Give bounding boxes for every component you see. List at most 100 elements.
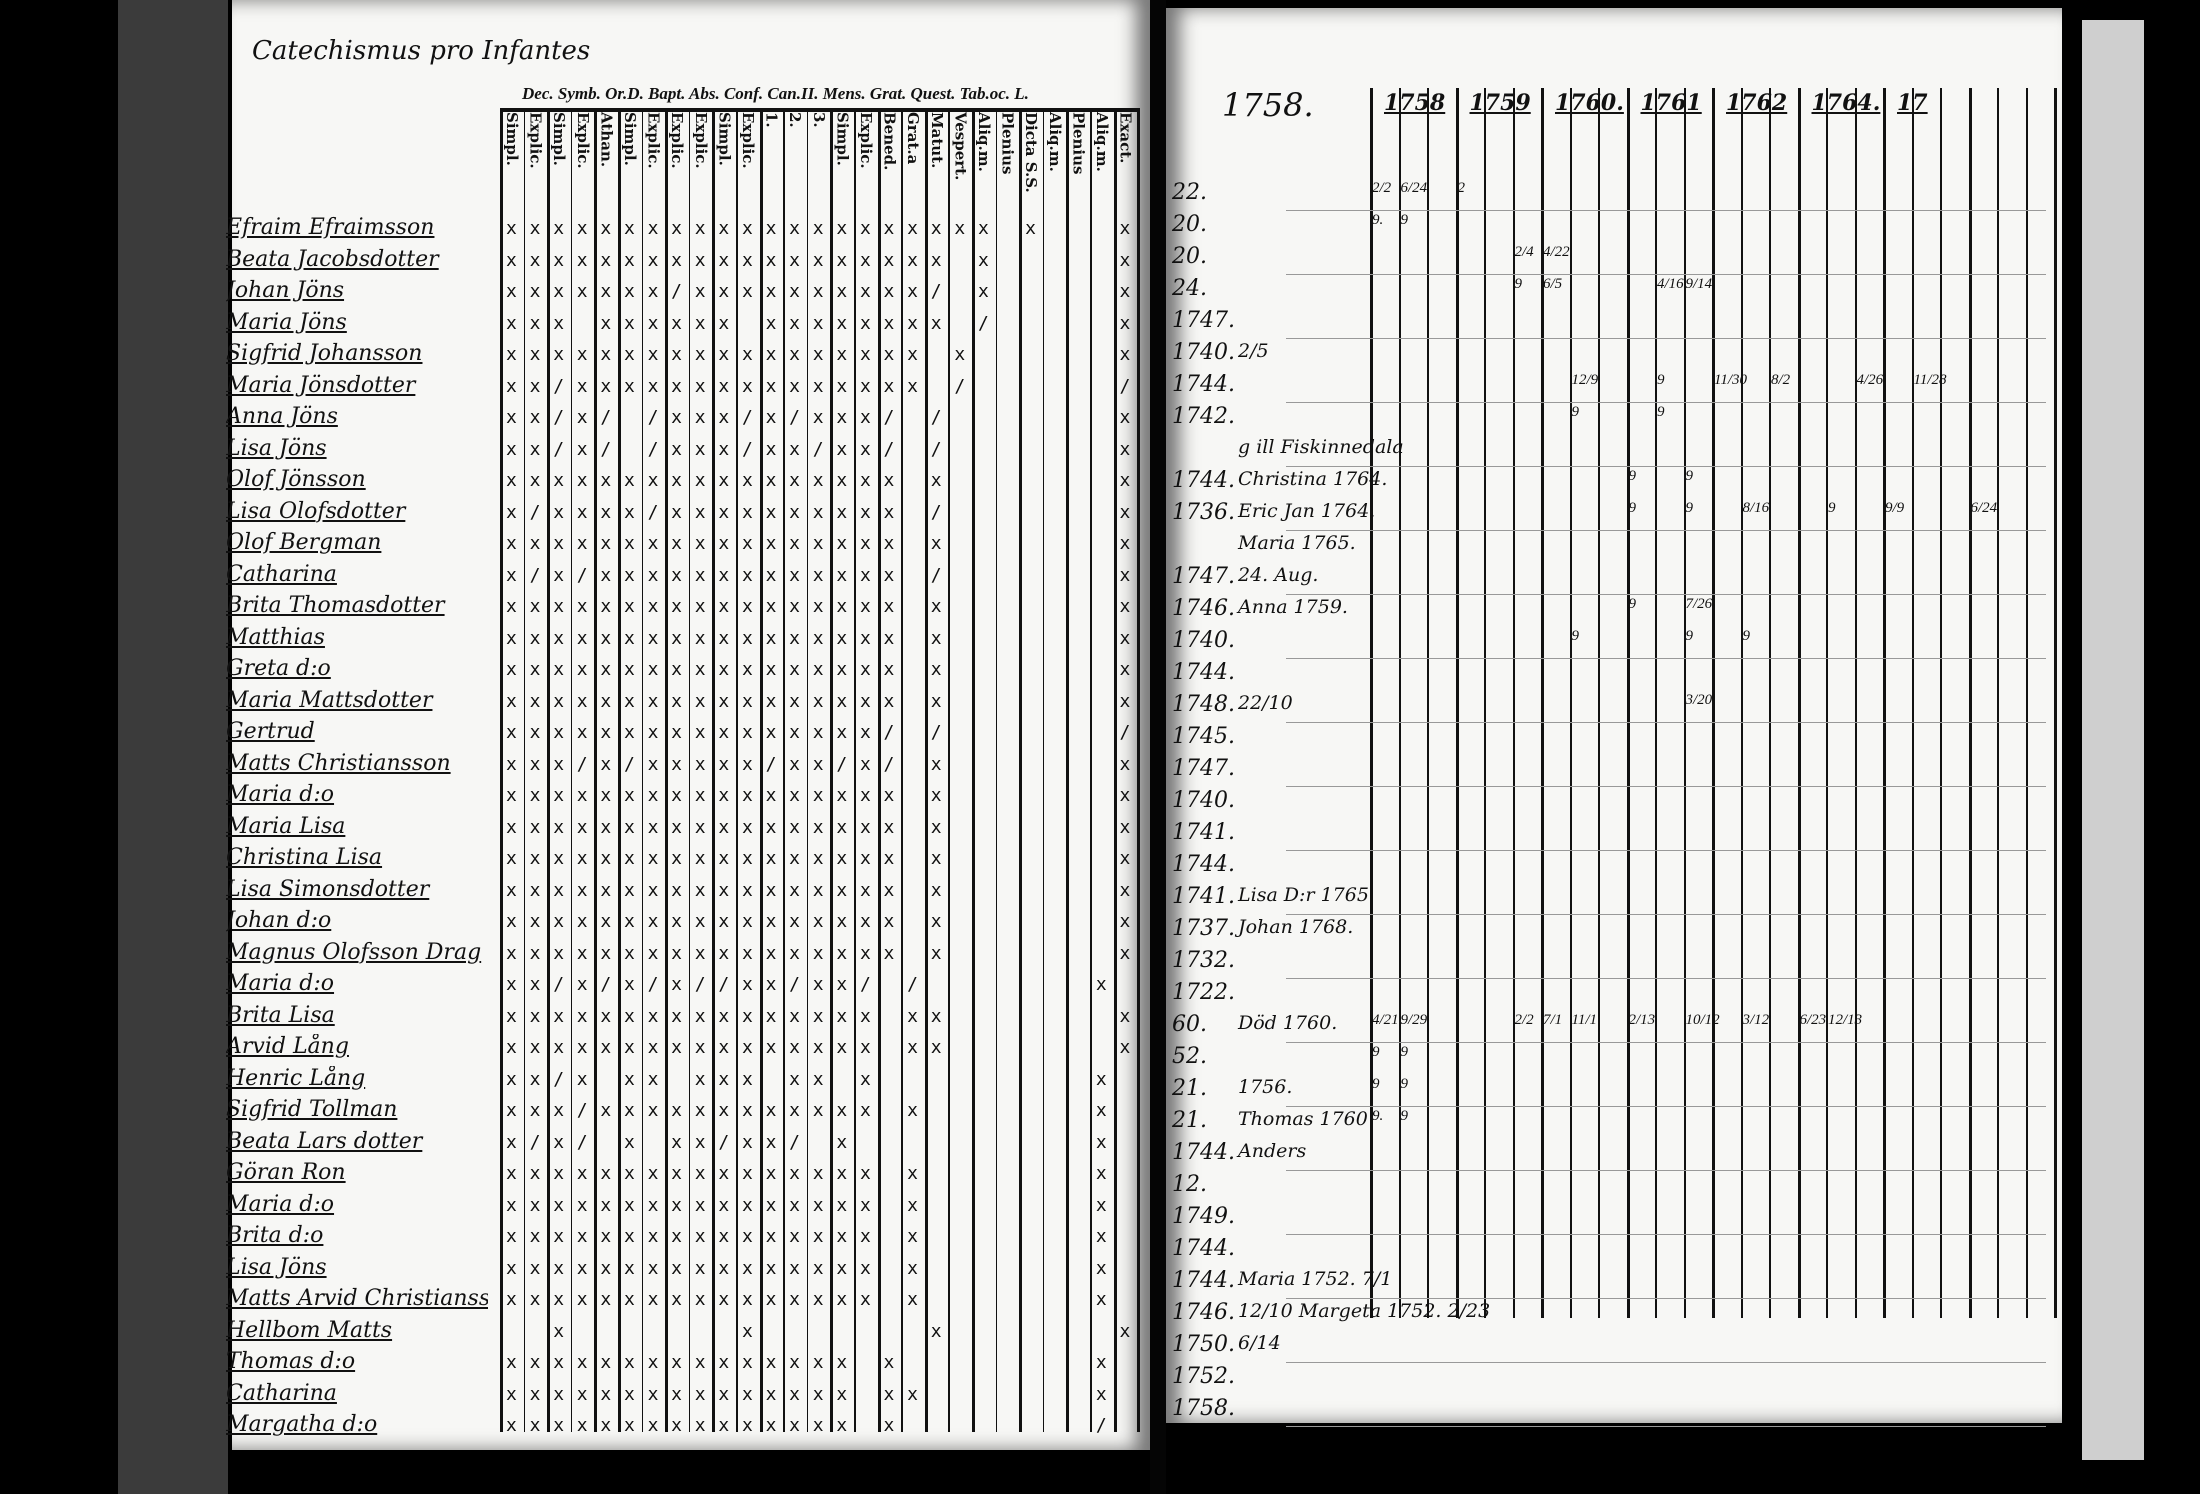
grid-column-line bbox=[1541, 88, 1544, 1318]
column-subheader: Aliq.m. bbox=[1045, 112, 1064, 172]
attendance-marks: xx/x/ /xxx/x/xxx/ / x bbox=[506, 407, 1144, 428]
grid-entry: 11/1 bbox=[1571, 1012, 1598, 1028]
grid-column-line bbox=[1113, 112, 1117, 1432]
grid-column-line bbox=[688, 112, 691, 1432]
column-subheader: Simpl. bbox=[833, 112, 852, 166]
grid-column-line bbox=[1854, 88, 1857, 1318]
grid-column-line bbox=[712, 112, 716, 1432]
page-title: Catechismus pro Infantes bbox=[252, 36, 591, 66]
grid-column-line bbox=[1042, 112, 1045, 1432]
birth-year: 1758. bbox=[1172, 1396, 1235, 1421]
birth-year: 1741. bbox=[1172, 884, 1235, 909]
grid-column-line bbox=[877, 112, 881, 1432]
attendance-marks: xxxxxxxxxxxxxxxxxx x x bbox=[506, 344, 1144, 365]
grid-column-line bbox=[1484, 88, 1486, 1318]
grid-entry: 9 bbox=[1372, 1044, 1380, 1060]
grid-entry: 9 bbox=[1571, 404, 1580, 420]
register-name: Matthias bbox=[226, 624, 325, 650]
grid-entry: 10/12 bbox=[1685, 1012, 1720, 1028]
attendance-marks: xxxxxxxxxxxxxxxxx x x bbox=[506, 659, 1144, 680]
row-rule bbox=[1286, 530, 2046, 531]
column-subheader: Grat.a bbox=[904, 112, 923, 165]
register-name: Beata Jacobsdotter bbox=[226, 246, 439, 272]
margin-note: Maria 1765. bbox=[1238, 532, 1356, 554]
margin-note: 2/5 bbox=[1238, 340, 1269, 362]
column-subheader: Aliq.m. bbox=[1093, 112, 1111, 172]
row-rule bbox=[1286, 914, 2046, 915]
row-rule bbox=[1286, 1234, 2046, 1235]
grid-column-line bbox=[1683, 88, 1686, 1318]
grid-entry: 9 bbox=[1514, 276, 1523, 292]
birth-year: 1740. bbox=[1172, 628, 1235, 653]
register-name: Arvid Lång bbox=[226, 1034, 349, 1059]
register-name: Anna Jöns bbox=[226, 404, 338, 429]
margin-note: 1756. bbox=[1238, 1076, 1293, 1098]
margin-note: g ill Fiskinnedala bbox=[1238, 436, 1404, 458]
grid-column-line bbox=[1883, 88, 1886, 1318]
register-name: Lisa Olofsdotter bbox=[226, 498, 406, 524]
column-subheader: 3. bbox=[809, 112, 828, 128]
grid-column-line bbox=[1569, 88, 1572, 1318]
grid-entry: 9 bbox=[1685, 468, 1694, 484]
grid-column-line bbox=[1626, 88, 1630, 1318]
column-group-headers: Dec. Symb. Or.D. Bapt. Abs. Conf. Can.II… bbox=[522, 84, 1029, 103]
birth-year: 1741. bbox=[1172, 820, 1235, 845]
birth-year: 21. bbox=[1172, 1108, 1207, 1133]
attendance-marks: xxx/x/xxxxx/xx/x/ x x bbox=[506, 753, 1144, 775]
grid-column-line bbox=[618, 112, 621, 1432]
margin-note: 22/10 bbox=[1238, 692, 1293, 714]
attendance-marks: xxxxxxxxxxxxxxxxx x x bbox=[506, 690, 1144, 712]
grid-column-line bbox=[1090, 112, 1092, 1432]
column-subheader: 1. bbox=[762, 112, 781, 128]
grid-entry: 9 bbox=[1372, 1076, 1380, 1092]
grid-entry: 8/16 bbox=[1742, 500, 1770, 516]
column-subheader: Explic. bbox=[668, 112, 687, 169]
attendance-marks: xxxxxxx/xxxxxxxxxx/ x x bbox=[506, 281, 1144, 302]
column-subheader: Simpl. bbox=[550, 112, 569, 166]
grid-column-line bbox=[1968, 88, 1972, 1318]
grid-entry: 2/4 bbox=[1514, 244, 1534, 260]
grid-column-line bbox=[830, 112, 834, 1432]
attendance-marks: xx/x/ /xxx/xx/xx/ / x bbox=[506, 438, 1144, 460]
birth-year: 1752. bbox=[1172, 1364, 1235, 1389]
grid-column-line bbox=[1997, 88, 1999, 1318]
grid-column-line bbox=[1398, 88, 1401, 1318]
grid-entry: 9/14 bbox=[1685, 276, 1713, 292]
attendance-marks: xxxxxxxxxxxxxxx xx x bbox=[506, 1383, 1120, 1405]
register-name: Gertrud bbox=[226, 719, 315, 744]
grid-column-line bbox=[523, 112, 526, 1432]
grid-entry: 9 bbox=[1628, 500, 1637, 516]
year-header: 17 bbox=[1897, 90, 1928, 116]
row-rule bbox=[1286, 786, 2046, 787]
register-name: Beata Lars dotter bbox=[226, 1128, 423, 1154]
attendance-marks: xxxxxxxxxxxxxxxx xx x bbox=[506, 1005, 1144, 1027]
register-name: Maria d:o bbox=[226, 1191, 335, 1217]
grid-column-line bbox=[806, 112, 809, 1432]
grid-column-line bbox=[1370, 88, 1373, 1318]
register-name: Maria Jönsdotter bbox=[226, 372, 416, 398]
grid-entry: 3/20 bbox=[1685, 692, 1713, 708]
register-name: Matts Arvid Christiansson bbox=[226, 1286, 488, 1311]
grid-entry: 9 bbox=[1828, 500, 1836, 516]
birth-year: 1740. bbox=[1172, 788, 1235, 813]
grid-entry: 9 bbox=[1628, 596, 1637, 612]
register-name: Maria Mattsdotter bbox=[226, 687, 433, 713]
grid-entry: 9 bbox=[1742, 628, 1751, 644]
row-rule bbox=[1286, 274, 2046, 275]
grid-column-line bbox=[1911, 88, 1914, 1318]
grid-column-line bbox=[1826, 88, 1828, 1318]
register-name: Maria Jöns bbox=[226, 309, 347, 335]
margin-note: Maria 1752. 7/1 bbox=[1238, 1268, 1393, 1290]
register-name: Johan Jöns bbox=[226, 278, 345, 303]
attendance-marks: xxxxxxxxxxxxxxxxx x x bbox=[506, 533, 1144, 554]
column-subheader: Exact. bbox=[1116, 112, 1135, 164]
birth-year: 24. bbox=[1172, 276, 1207, 301]
grid-column-line bbox=[665, 112, 669, 1432]
register-name: Olof Jönsson bbox=[226, 467, 366, 492]
attendance-marks: xxxxxxxxxxxxxxxx/ / / bbox=[506, 722, 1144, 743]
attendance-marks: xxxxxxxxxxxxxxxxx x x bbox=[506, 816, 1144, 838]
register-name: Matts Christiansson bbox=[226, 750, 451, 776]
register-name: Henric Lång bbox=[226, 1065, 366, 1091]
birth-year: 1732. bbox=[1172, 948, 1235, 973]
register-name: Lisa Jöns bbox=[226, 435, 327, 461]
